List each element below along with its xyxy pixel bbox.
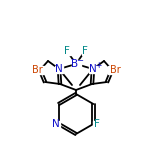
Text: Br: Br xyxy=(32,65,42,75)
Text: Br: Br xyxy=(110,65,120,75)
Bar xyxy=(93,121,101,128)
Text: N: N xyxy=(52,119,60,129)
Text: −: − xyxy=(76,57,83,66)
Text: N: N xyxy=(89,64,97,74)
Bar xyxy=(108,66,122,74)
Bar xyxy=(64,47,71,55)
Text: F: F xyxy=(94,119,100,129)
Text: F: F xyxy=(82,46,88,56)
Bar xyxy=(81,47,88,55)
Text: N: N xyxy=(55,64,63,74)
Bar xyxy=(51,121,60,128)
Text: F: F xyxy=(64,46,70,56)
Text: B: B xyxy=(71,59,79,69)
Bar xyxy=(71,60,81,68)
Bar xyxy=(55,66,63,73)
Bar xyxy=(30,66,44,74)
Bar xyxy=(89,66,97,73)
Text: +: + xyxy=(95,62,101,71)
